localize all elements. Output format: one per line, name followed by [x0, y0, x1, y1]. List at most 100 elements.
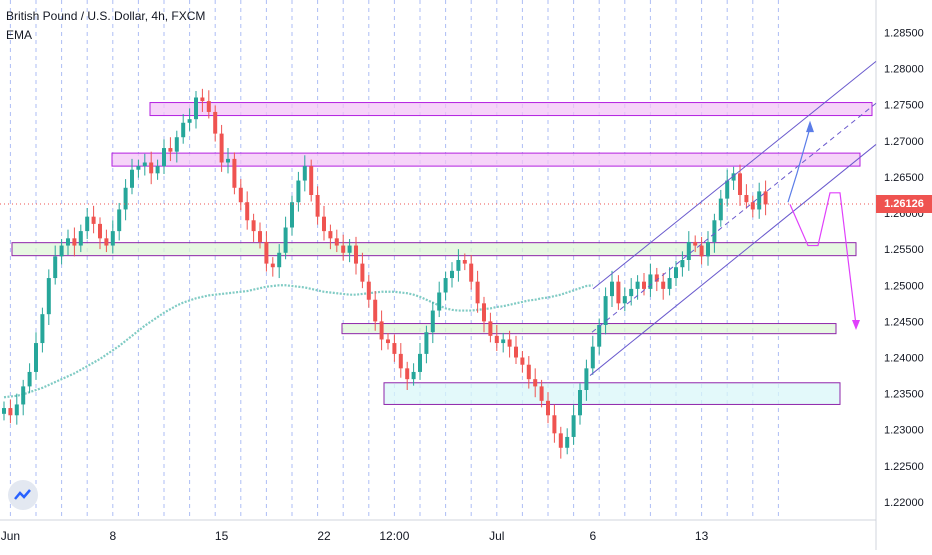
candle-body	[302, 166, 307, 181]
candle-body	[629, 288, 634, 297]
candle-body	[565, 436, 570, 448]
candle-body	[366, 281, 371, 300]
candle-body	[603, 296, 608, 325]
zone-green-upper	[11, 242, 857, 257]
candle-body	[475, 281, 480, 304]
candle-body	[85, 216, 90, 232]
candle-body	[610, 281, 614, 297]
candle-body	[334, 238, 339, 246]
candle-body	[514, 346, 518, 358]
blue-arrow	[787, 127, 811, 203]
candle-body	[91, 216, 96, 224]
candle-body	[725, 180, 730, 199]
time-axis: Jun 8 15 22 12:00 Jul 6 13	[1, 529, 709, 543]
vertical-gridlines	[9, 0, 779, 520]
candle-body	[546, 400, 550, 416]
candle-body	[8, 408, 13, 416]
candle-body	[200, 97, 205, 102]
candle-body	[277, 252, 282, 268]
candle-body	[14, 404, 19, 416]
candle-body	[680, 260, 685, 268]
ascending-channel	[589, 60, 877, 376]
candle-body	[648, 274, 653, 289]
candle-body	[731, 173, 736, 181]
price-axis: 1.285001.280001.275001.270001.265001.260…	[884, 28, 924, 509]
candle-body	[258, 231, 262, 242]
candle-body	[661, 281, 666, 289]
price-zones	[11, 102, 873, 405]
candle-body	[34, 343, 38, 372]
candle-body	[571, 415, 576, 437]
time-tick-label: Jul	[489, 529, 504, 543]
candle-body	[744, 195, 749, 203]
price-tick-label: 1.22000	[884, 497, 924, 509]
time-tick-label: 13	[695, 529, 709, 543]
candle-body	[437, 292, 442, 311]
candle-body	[206, 101, 211, 112]
candle-body	[667, 278, 672, 289]
candle-body	[590, 346, 595, 369]
candle-body	[354, 245, 358, 264]
candle-body	[53, 256, 58, 279]
candle-body	[699, 245, 704, 257]
candle-body	[187, 119, 192, 123]
candle-body	[2, 408, 6, 414]
candle-body	[142, 162, 147, 167]
candle-body	[526, 364, 531, 380]
candle-body	[712, 220, 717, 242]
time-tick-label: Jun	[1, 529, 20, 543]
candle-body	[72, 238, 77, 246]
candle-body	[763, 191, 768, 205]
candle-body	[405, 368, 410, 380]
candle-body	[494, 335, 499, 344]
zone-cyan-lower	[383, 382, 841, 405]
candle-body	[686, 241, 691, 260]
candle-body	[488, 321, 493, 336]
price-tick-label: 1.23500	[884, 389, 924, 401]
candle-body	[290, 202, 294, 228]
candle-body	[264, 241, 269, 264]
candle-body	[104, 238, 109, 246]
candle-body	[738, 173, 742, 195]
candle-body	[98, 223, 102, 239]
candle-body	[174, 137, 179, 152]
time-tick-label: 8	[109, 529, 116, 543]
zone-pink-upper	[149, 102, 873, 117]
candle-body	[238, 187, 243, 203]
price-tick-label: 1.28000	[884, 64, 924, 76]
candle-body	[27, 371, 32, 387]
tradingview-logo[interactable]	[8, 480, 38, 510]
channel-mid	[591, 102, 877, 333]
candle-body	[430, 310, 435, 333]
candle-body	[411, 371, 416, 380]
candle-body	[110, 231, 115, 246]
candle-body	[616, 281, 621, 304]
candle-body	[558, 433, 563, 448]
magenta-arrow	[789, 192, 857, 326]
candles	[2, 88, 768, 459]
candle-body	[21, 386, 26, 405]
time-tick-label: 22	[317, 529, 331, 543]
price-tick-label: 1.27000	[884, 136, 924, 148]
candle-body	[635, 281, 640, 289]
candle-body	[322, 216, 326, 232]
candle-body	[373, 299, 378, 322]
candle-body	[386, 339, 390, 344]
candle-body	[578, 390, 582, 416]
candle-body	[642, 281, 646, 289]
candle-body	[539, 386, 544, 401]
candle-body	[674, 267, 678, 279]
ema-series	[3, 284, 593, 399]
price-tick-label: 1.24500	[884, 316, 924, 328]
candle-body	[360, 263, 365, 282]
candle-body	[622, 296, 627, 304]
candle-body	[130, 169, 134, 188]
candle-body	[552, 415, 557, 434]
zone-pink-lower	[111, 152, 861, 167]
candle-body	[341, 245, 346, 253]
chart-title: British Pound / U.S. Dollar, 4h, FXCM	[6, 9, 206, 23]
candle-body	[750, 202, 755, 210]
candle-body	[66, 238, 70, 246]
